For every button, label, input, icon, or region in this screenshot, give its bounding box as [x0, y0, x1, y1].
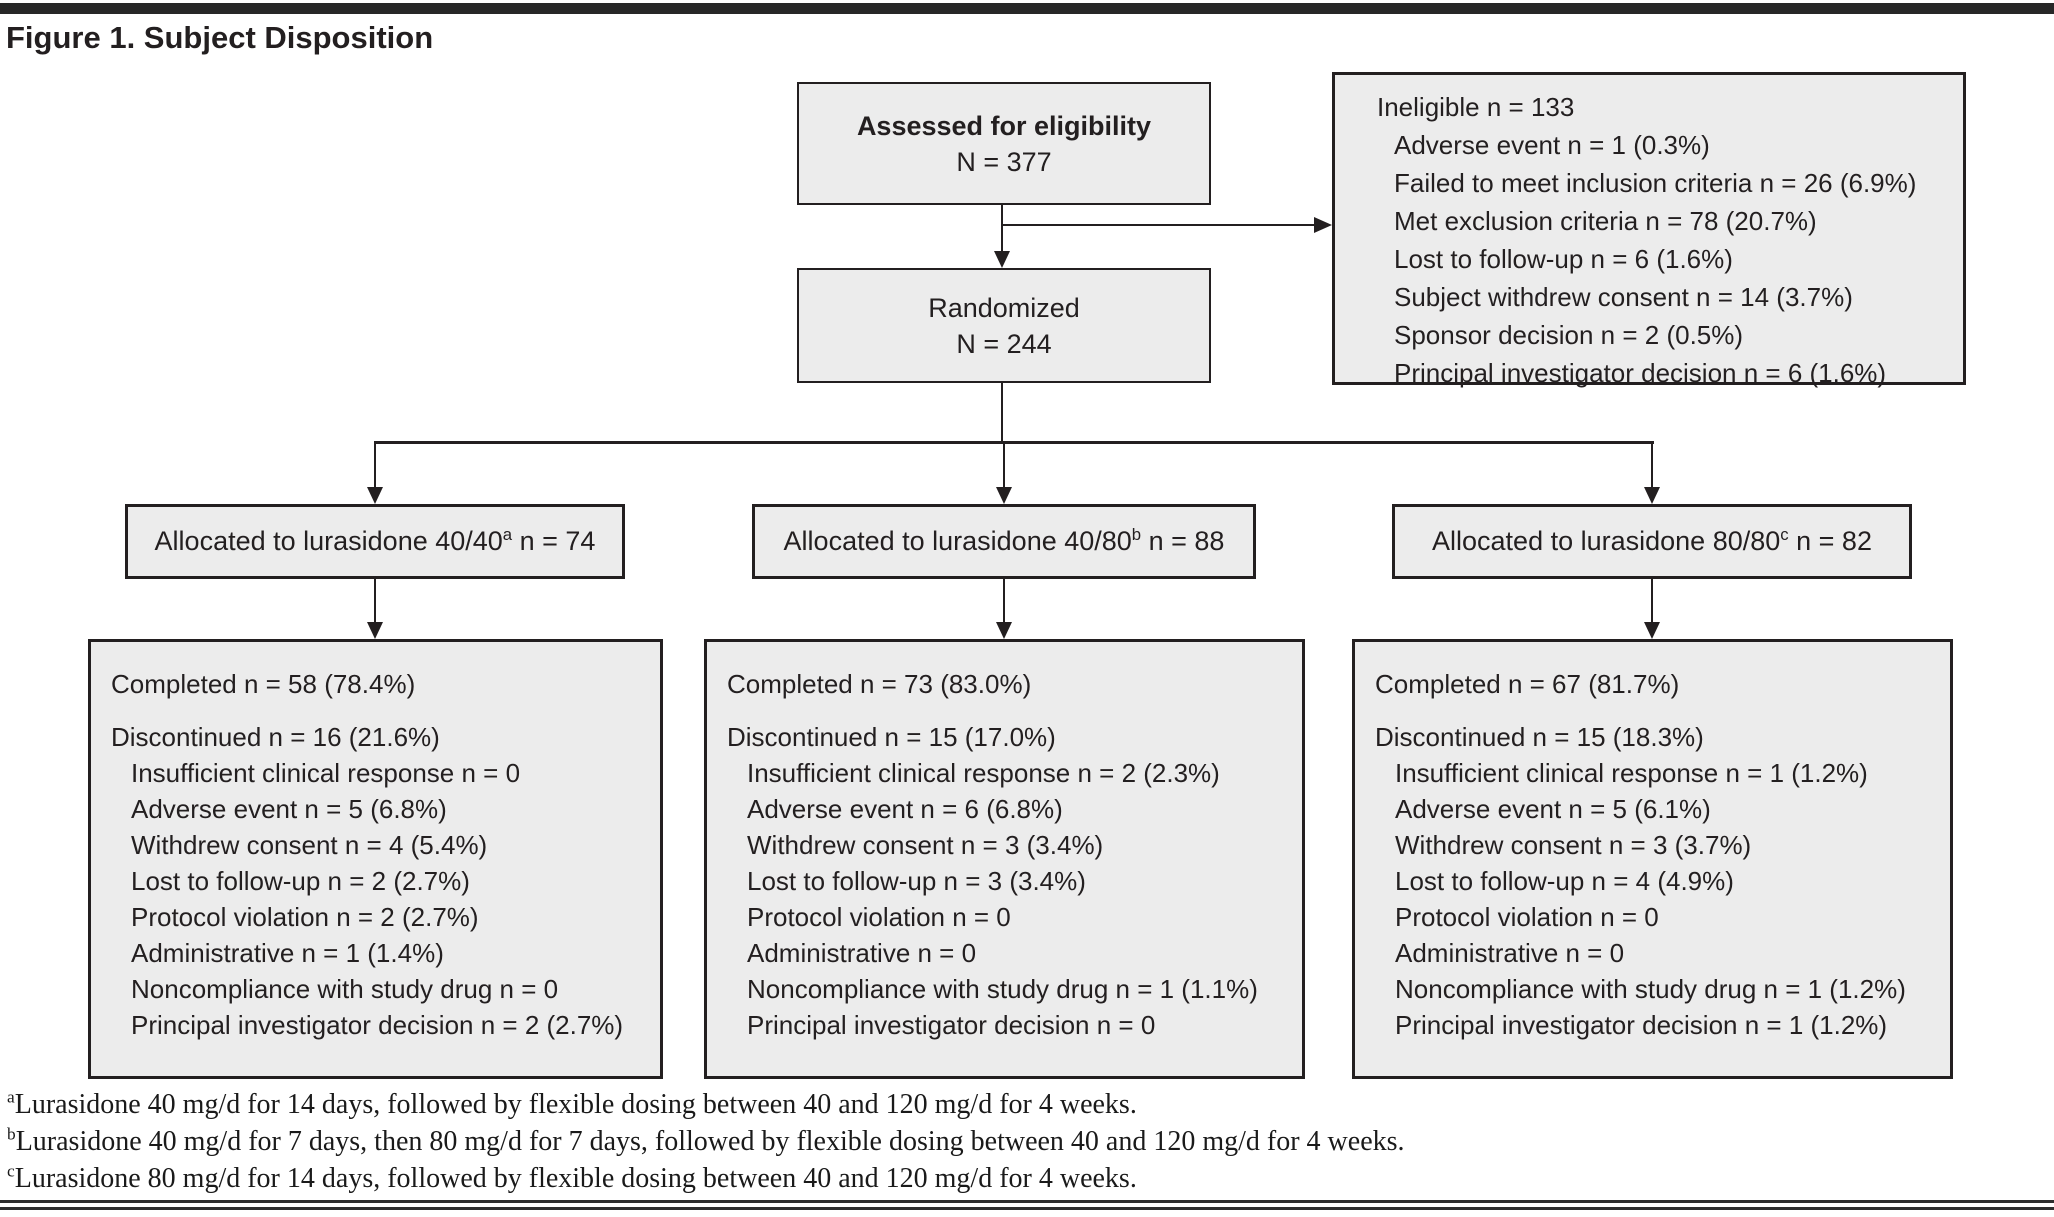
ineligible-title: Ineligible n = 133 [1377, 92, 1575, 122]
reason-line: Withdrew consent n = 3 (3.7%) [1395, 830, 1752, 860]
ineligible-item: Subject withdrew consent n = 14 (3.7%) [1394, 282, 1853, 312]
discontinued-line: Discontinued n = 15 (17.0%) [727, 722, 1056, 752]
arrowhead-down-icon [367, 622, 383, 639]
connector-branch-to-arm1 [374, 441, 376, 489]
arrowhead-down-icon [367, 487, 383, 504]
footnote-marker: a [7, 1087, 15, 1107]
connector-to-ineligible [1002, 224, 1316, 226]
reason-line: Lost to follow-up n = 4 (4.9%) [1395, 866, 1734, 896]
reason-line: Insufficient clinical response n = 1 (1.… [1395, 758, 1868, 788]
footnote-marker: b [7, 1124, 16, 1144]
footnote-a: aLurasidone 40 mg/d for 14 days, followe… [7, 1087, 1137, 1120]
arrowhead-down-icon [996, 487, 1012, 504]
allocation-box-40-40: Allocated to lurasidone 40/40a n = 74 [125, 504, 625, 579]
reason-line: Protocol violation n = 0 [747, 902, 1011, 932]
reason-line: Principal investigator decision n = 2 (2… [131, 1010, 624, 1040]
reason-line: Principal investigator decision n = 1 (1… [1395, 1010, 1888, 1040]
ineligible-item: Principal investigator decision n = 6 (1… [1394, 358, 1887, 388]
branch-distributor-line [374, 441, 1654, 444]
allocation-label: Allocated to lurasidone 80/80c n = 82 [1432, 525, 1872, 556]
reason-line: Noncompliance with study drug n = 1 (1.1… [747, 974, 1258, 1004]
assessed-n: N = 377 [956, 146, 1052, 177]
reason-line: Administrative n = 0 [1395, 938, 1625, 968]
reason-line: Insufficient clinical response n = 2 (2.… [747, 758, 1220, 788]
reason-line: Lost to follow-up n = 2 (2.7%) [131, 866, 470, 896]
top-rule [0, 3, 2054, 14]
discontinued-line: Discontinued n = 16 (21.6%) [111, 722, 440, 752]
reason-line: Noncompliance with study drug n = 0 [131, 974, 559, 1004]
connector-alloc3-to-detail3 [1651, 579, 1653, 624]
connector-randomized-to-branch [1001, 383, 1003, 443]
randomized-box: Randomized N = 244 [797, 268, 1211, 383]
reason-line: Administrative n = 0 [747, 938, 977, 968]
ineligible-item: Met exclusion criteria n = 78 (20.7%) [1394, 206, 1817, 236]
reason-line: Lost to follow-up n = 3 (3.4%) [747, 866, 1086, 896]
connector-branch-to-arm2 [1003, 441, 1005, 489]
allocation-label: Allocated to lurasidone 40/40a n = 74 [154, 525, 596, 556]
bottom-rule [0, 1200, 2054, 1210]
arrowhead-down-icon [994, 251, 1010, 268]
reason-line: Adverse event n = 5 (6.8%) [131, 794, 447, 824]
discontinued-line: Discontinued n = 15 (18.3%) [1375, 722, 1704, 752]
footnote-b: bLurasidone 40 mg/d for 7 days, then 80 … [7, 1124, 1405, 1157]
allocation-label: Allocated to lurasidone 40/80b n = 88 [783, 525, 1225, 556]
reason-line: Protocol violation n = 2 (2.7%) [131, 902, 479, 932]
connector-alloc2-to-detail2 [1003, 579, 1005, 624]
reason-line: Adverse event n = 6 (6.8%) [747, 794, 1063, 824]
figure-title: Figure 1. Subject Disposition [6, 20, 434, 55]
footnote-marker: b [1131, 525, 1142, 544]
reason-line: Principal investigator decision n = 0 [747, 1010, 1156, 1040]
arrowhead-down-icon [1644, 487, 1660, 504]
arrowhead-down-icon [996, 622, 1012, 639]
randomized-label: Randomized [928, 292, 1080, 323]
reason-line: Protocol violation n = 0 [1395, 902, 1659, 932]
connector-branch-to-arm3 [1651, 441, 1653, 489]
arrowhead-down-icon [1644, 622, 1660, 639]
footnotes: aLurasidone 40 mg/d for 14 days, followe… [7, 1086, 2047, 1197]
arrowhead-right-icon [1314, 217, 1332, 233]
footnote-marker: c [7, 1161, 15, 1181]
reason-line: Adverse event n = 5 (6.1%) [1395, 794, 1711, 824]
completed-line: Completed n = 67 (81.7%) [1375, 669, 1680, 699]
footnote-marker: c [1780, 525, 1789, 544]
reason-line: Administrative n = 1 (1.4%) [131, 938, 444, 968]
outcome-box-80-80: Completed n = 67 (81.7%) Discontinued n … [1352, 639, 1953, 1079]
allocation-box-40-80: Allocated to lurasidone 40/80b n = 88 [752, 504, 1256, 579]
assessed-label: Assessed for eligibility [856, 110, 1152, 141]
outcome-box-40-80: Completed n = 73 (83.0%) Discontinued n … [704, 639, 1305, 1079]
ineligible-item: Failed to meet inclusion criteria n = 26… [1394, 168, 1917, 198]
reason-line: Insufficient clinical response n = 0 [131, 758, 521, 788]
outcome-box-40-40: Completed n = 58 (78.4%) Discontinued n … [88, 639, 663, 1079]
footnote-marker: a [502, 525, 513, 544]
randomized-n: N = 244 [956, 328, 1052, 359]
reason-line: Withdrew consent n = 4 (5.4%) [131, 830, 488, 860]
connector-alloc1-to-detail1 [374, 579, 376, 624]
reason-line: Noncompliance with study drug n = 1 (1.2… [1395, 974, 1906, 1004]
connector-assessed-to-randomized [1001, 205, 1003, 253]
ineligible-item: Adverse event n = 1 (0.3%) [1394, 130, 1710, 160]
completed-line: Completed n = 58 (78.4%) [111, 669, 416, 699]
footnote-c: cLurasidone 80 mg/d for 14 days, followe… [7, 1161, 1137, 1194]
allocation-box-80-80: Allocated to lurasidone 80/80c n = 82 [1392, 504, 1912, 579]
ineligible-box: Ineligible n = 133 Adverse event n = 1 (… [1332, 72, 1966, 388]
ineligible-item: Sponsor decision n = 2 (0.5%) [1394, 320, 1744, 350]
assessed-box: Assessed for eligibility N = 377 [797, 82, 1211, 205]
reason-line: Withdrew consent n = 3 (3.4%) [747, 830, 1104, 860]
completed-line: Completed n = 73 (83.0%) [727, 669, 1032, 699]
ineligible-item: Lost to follow-up n = 6 (1.6%) [1394, 244, 1733, 274]
